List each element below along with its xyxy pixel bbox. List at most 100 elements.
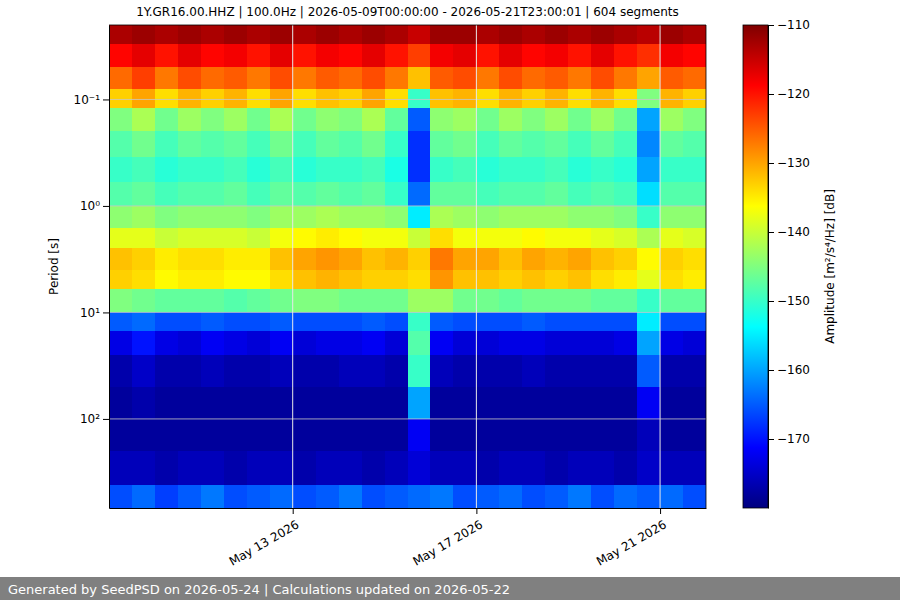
heatmap-cell bbox=[614, 108, 638, 132]
heatmap-cell bbox=[155, 387, 179, 420]
heatmap-cell bbox=[453, 270, 477, 289]
heatmap-cell bbox=[637, 25, 661, 44]
heatmap-cell bbox=[293, 157, 317, 183]
heatmap-cell bbox=[270, 25, 294, 44]
heatmap-cell bbox=[522, 157, 546, 183]
heatmap-cell bbox=[316, 270, 340, 289]
heatmap-cell bbox=[408, 331, 432, 355]
heatmap-cell bbox=[224, 355, 248, 388]
heatmap-cell bbox=[224, 89, 248, 108]
heatmap-cell bbox=[683, 182, 706, 206]
heatmap-cell bbox=[362, 206, 386, 228]
heatmap-cell bbox=[109, 331, 133, 355]
colorbar-tick-label: −170 bbox=[777, 432, 810, 446]
heatmap-cell bbox=[591, 108, 615, 132]
heatmap-cell bbox=[201, 25, 225, 44]
heatmap-cell bbox=[316, 331, 340, 355]
heatmap-cell bbox=[568, 228, 592, 249]
heatmap-cell bbox=[430, 182, 454, 206]
heatmap-cell bbox=[362, 270, 386, 289]
heatmap-cell bbox=[270, 485, 294, 508]
heatmap-cell bbox=[155, 312, 179, 331]
colorbar-axis-line bbox=[768, 26, 769, 509]
heatmap-cell bbox=[637, 157, 661, 183]
heatmap-cell bbox=[545, 289, 569, 313]
heatmap-cell bbox=[476, 485, 500, 508]
footer-bar bbox=[0, 577, 900, 600]
heatmap-cell bbox=[476, 312, 500, 331]
x-tick-mark bbox=[660, 508, 661, 514]
heatmap-cell bbox=[430, 206, 454, 228]
heatmap-cell bbox=[270, 451, 294, 486]
heatmap-cell bbox=[476, 248, 500, 270]
heatmap-cell bbox=[522, 312, 546, 331]
heatmap-cell bbox=[522, 206, 546, 228]
colorbar-tick-label: −140 bbox=[777, 225, 810, 239]
heatmap-cell bbox=[591, 355, 615, 388]
heatmap-cell bbox=[247, 485, 271, 508]
heatmap-cell bbox=[476, 451, 500, 486]
heatmap-cell bbox=[178, 451, 202, 486]
heatmap-cell bbox=[408, 451, 432, 486]
heatmap-cell bbox=[385, 355, 409, 388]
heatmap-cell bbox=[568, 89, 592, 108]
heatmap-cell bbox=[430, 157, 454, 183]
heatmap-cell bbox=[660, 25, 684, 44]
heatmap-cell bbox=[362, 387, 386, 420]
heatmap-cell bbox=[132, 248, 156, 270]
heatmap-cell bbox=[109, 387, 133, 420]
heatmap-cell bbox=[430, 248, 454, 270]
heatmap-cell bbox=[293, 67, 317, 89]
heatmap-cell bbox=[293, 270, 317, 289]
heatmap-cell bbox=[247, 44, 271, 68]
heatmap-cell bbox=[476, 419, 500, 452]
heatmap-cell bbox=[499, 289, 523, 313]
heatmap-cell bbox=[293, 182, 317, 206]
heatmap-cell bbox=[476, 25, 500, 44]
heatmap-cell bbox=[178, 312, 202, 331]
heatmap-cell bbox=[247, 419, 271, 452]
colorbar-tick-mark bbox=[768, 370, 774, 371]
heatmap-cell bbox=[499, 108, 523, 132]
heatmap-cell bbox=[637, 451, 661, 486]
heatmap-cell bbox=[430, 387, 454, 420]
heatmap-cell bbox=[109, 67, 133, 89]
heatmap-cell bbox=[614, 419, 638, 452]
y-tick: 10⁻¹ bbox=[74, 93, 109, 107]
x-axis: May 13 2026May 17 2026May 21 2026 bbox=[110, 508, 707, 569]
heatmap-cell bbox=[293, 289, 317, 313]
heatmap-cell bbox=[408, 182, 432, 206]
heatmap-cell bbox=[132, 182, 156, 206]
heatmap-cell bbox=[545, 355, 569, 388]
heatmap-cell bbox=[178, 228, 202, 249]
heatmap-cell bbox=[499, 67, 523, 89]
heatmap-cell bbox=[109, 312, 133, 331]
heatmap-cell bbox=[339, 248, 363, 270]
heatmap-cell bbox=[316, 485, 340, 508]
frame-top bbox=[109, 25, 706, 26]
heatmap-cell bbox=[155, 131, 179, 157]
heatmap-cell bbox=[155, 89, 179, 108]
heatmap-cell bbox=[109, 228, 133, 249]
heatmap-cell bbox=[201, 89, 225, 108]
heatmap-cell bbox=[339, 25, 363, 44]
heatmap-cell bbox=[109, 419, 133, 452]
heatmap-cell bbox=[132, 67, 156, 89]
heatmap-cell bbox=[476, 182, 500, 206]
heatmap-cell bbox=[545, 387, 569, 420]
heatmap-cell bbox=[499, 206, 523, 228]
heatmap-cell bbox=[247, 387, 271, 420]
colorbar-tick-label: −110 bbox=[777, 18, 810, 32]
heatmap-cell bbox=[660, 331, 684, 355]
heatmap-cell bbox=[316, 228, 340, 249]
heatmap-cell bbox=[499, 25, 523, 44]
heatmap-cell bbox=[270, 270, 294, 289]
heatmap-cell bbox=[201, 331, 225, 355]
heatmap-cell bbox=[522, 44, 546, 68]
heatmap-cell bbox=[385, 89, 409, 108]
heatmap-cell bbox=[109, 206, 133, 228]
heatmap-cell bbox=[453, 108, 477, 132]
heatmap-cell bbox=[614, 355, 638, 388]
heatmap-cell bbox=[362, 25, 386, 44]
heatmap-cell bbox=[109, 355, 133, 388]
